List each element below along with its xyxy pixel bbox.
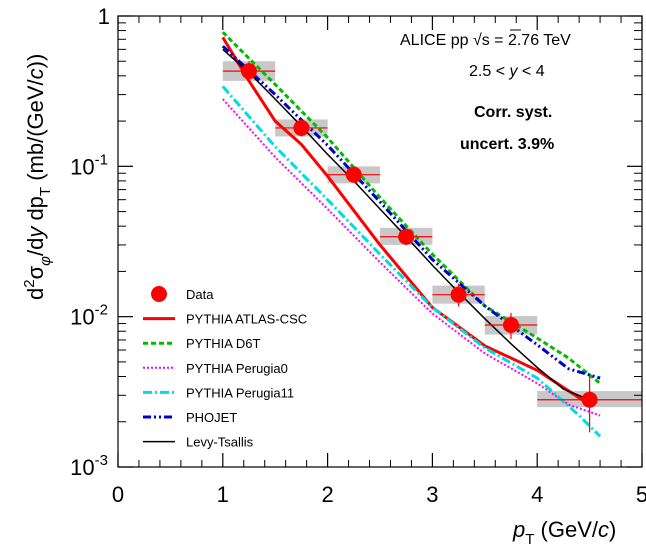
legend-label-pythia-perugia0: PYTHIA Perugia0 bbox=[186, 361, 288, 376]
series-pythia-perugia11-line bbox=[221, 85, 602, 438]
x-tick-label-4: 4 bbox=[531, 482, 543, 507]
legend-label-pythia-atlas-csc: PYTHIA ATLAS-CSC bbox=[186, 312, 307, 327]
x-tick-label-2: 2 bbox=[321, 482, 333, 507]
legend-marker-data bbox=[151, 286, 167, 302]
x-tick-label-5: 5 bbox=[636, 482, 646, 507]
data-point-1 bbox=[293, 119, 310, 136]
plot-frame-rect bbox=[117, 15, 643, 468]
y-tick-label-2: 10-2 bbox=[70, 302, 108, 330]
annotation: ALICE pp √s = 2.76 TeV 2.5 < y < 4 Corr.… bbox=[400, 29, 571, 153]
legend-entry-phojet: PHOJET bbox=[143, 410, 237, 425]
data-points bbox=[222, 61, 642, 433]
y-tick-label-0: 1 bbox=[98, 4, 110, 29]
legend-entry-pythia-perugia0: PYTHIA Perugia0 bbox=[143, 361, 288, 376]
legend-entry-pythia-perugia11: PYTHIA Perugia11 bbox=[143, 385, 294, 400]
legend-entry-pythia-d6t: PYTHIA D6T bbox=[143, 336, 260, 351]
legend-label-pythia-d6t: PYTHIA D6T bbox=[186, 336, 260, 351]
legend: Data PYTHIA ATLAS-CSC PYTHIA D6T PYTHIA Per… bbox=[143, 286, 307, 450]
data-point-0 bbox=[241, 63, 257, 80]
legend-label-levy-tsallis: Levy-Tsallis bbox=[186, 435, 254, 450]
legend-label-data: Data bbox=[186, 287, 214, 302]
legend-entry-data: Data bbox=[151, 286, 214, 302]
data-point-5 bbox=[503, 317, 519, 334]
annotation-line-4: uncert. 3.9% bbox=[460, 136, 554, 153]
x-tick-label-1: 1 bbox=[217, 482, 229, 507]
series-pythia-d6t-line bbox=[221, 31, 602, 385]
y-tick-label-1: 10-1 bbox=[70, 151, 108, 179]
data-point-6 bbox=[581, 391, 598, 408]
annotation-line-3: Corr. syst. bbox=[474, 104, 552, 121]
ticks: 0 1 2 3 4 5 1 10-1 10-2 10-3 bbox=[70, 4, 646, 507]
series-pythia-atlas-csc-line bbox=[221, 36, 591, 406]
legend-label-phojet: PHOJET bbox=[186, 410, 237, 425]
annotation-line-2: 2.5 < y < 4 bbox=[469, 63, 545, 80]
data-point-4 bbox=[450, 286, 467, 303]
x-tick-label-3: 3 bbox=[426, 482, 438, 507]
annotation-line-1: ALICE pp √s = 2.76 TeV bbox=[400, 32, 571, 49]
x-axis-title: pT (GeV/c) bbox=[512, 517, 616, 548]
plot-frame bbox=[117, 15, 643, 468]
model-curves bbox=[221, 31, 602, 438]
series-phojet-line bbox=[221, 45, 601, 380]
data-point-3 bbox=[398, 228, 415, 245]
legend-entry-levy-tsallis: Levy-Tsallis bbox=[143, 435, 254, 450]
y-tick-label-3: 10-3 bbox=[70, 452, 108, 480]
data-point-2 bbox=[345, 166, 362, 183]
systematic-boxes bbox=[222, 61, 642, 408]
legend-label-pythia-perugia11: PYTHIA Perugia11 bbox=[186, 385, 294, 400]
x-tick-label-0: 0 bbox=[112, 482, 124, 507]
legend-entry-pythia-atlas-csc: PYTHIA ATLAS-CSC bbox=[143, 312, 307, 327]
y-axis-title: d2σφ/dy dpT (mb/(GeV/c)) bbox=[21, 54, 54, 300]
